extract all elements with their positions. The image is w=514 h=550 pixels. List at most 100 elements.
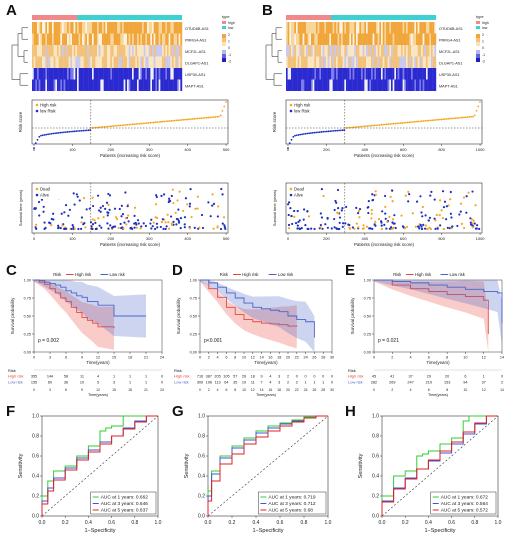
heatmap-cell [155, 45, 158, 57]
risk-xtick-label: 500 [223, 147, 230, 152]
risk-point [357, 125, 360, 128]
heatmap-cell [332, 45, 335, 57]
heatmap-cell [42, 79, 44, 91]
heatmap-cell [118, 45, 121, 57]
risk-point [424, 119, 427, 122]
heatmap-cell [112, 68, 114, 80]
heatmap-cell [43, 79, 46, 91]
heatmap-cell [417, 33, 420, 45]
status-point [470, 218, 473, 221]
risk-point [61, 131, 64, 134]
risk-table-value: 1 [305, 381, 307, 385]
heatmap-cell [316, 33, 318, 45]
heatmap-cell [180, 56, 183, 68]
legend-dot-alive [35, 193, 39, 197]
heatmap-cell [78, 79, 81, 91]
status-point [426, 227, 429, 231]
heatmap-cell [63, 22, 66, 34]
heatmap-cell [432, 68, 435, 80]
heatmap-cell [387, 56, 390, 68]
heatmap-cell [80, 68, 83, 80]
legend-label-low: low [228, 26, 234, 30]
heatmap-cell [334, 68, 337, 80]
heatmap-cell [391, 22, 393, 34]
heatmap-cell [175, 45, 178, 57]
heatmap-cell [314, 56, 317, 68]
km-ytick-label: 1.00 [190, 279, 197, 283]
risk-point [172, 119, 175, 122]
heatmap-cell [327, 33, 330, 45]
heatmap-cell [163, 45, 166, 57]
heatmap-cell [374, 22, 377, 34]
heatmap-cell [110, 45, 113, 57]
roc-curve [207, 415, 328, 516]
type-annotation-low [77, 15, 182, 20]
km-ytick-label: 0.00 [190, 351, 197, 355]
status-point [460, 222, 464, 225]
roc-ytick-label: 0.0 [372, 514, 379, 520]
heatmap-cell [311, 22, 313, 34]
status-point [165, 225, 168, 228]
heatmap-cell [58, 79, 61, 91]
risk-table-value: 3 [278, 381, 280, 385]
heatmap-cell [142, 22, 144, 34]
heatmap-cell [58, 56, 61, 68]
heatmap-cell [401, 56, 403, 68]
heatmap-cell [362, 22, 365, 34]
status-point [177, 219, 180, 223]
status-point [144, 224, 148, 228]
status-point [297, 220, 300, 224]
heatmap-cell [72, 79, 74, 91]
heatmap-cell [170, 79, 173, 91]
status-point [219, 227, 223, 231]
heatmap-cell [302, 22, 305, 34]
risk-xtick-label: 400 [184, 147, 191, 152]
heatmap-cell [33, 56, 36, 68]
heatmap-cell [143, 22, 146, 34]
status-point [306, 227, 309, 230]
risk-point [313, 131, 316, 134]
risk-point [477, 105, 480, 108]
status-xtick-label: 1000 [476, 236, 486, 241]
legend-dot-dead [289, 187, 293, 191]
status-point [475, 227, 478, 230]
status-point [174, 211, 177, 214]
heatmap-cell [82, 45, 84, 57]
heatmap-cell [133, 79, 136, 91]
heatmap-cell [68, 22, 71, 34]
heatmap-cell [386, 45, 388, 57]
heatmap-cell [70, 33, 73, 45]
heatmap-cell [412, 22, 415, 34]
heatmap-cell [402, 79, 405, 91]
heatmap-cell [75, 68, 78, 80]
heatmap-cell [135, 45, 138, 57]
risk-point [456, 117, 459, 119]
heatmap-cell [128, 68, 131, 80]
heatmap-cell [33, 79, 36, 91]
legend-label-high: high [482, 21, 489, 25]
heatmap-cell [374, 56, 377, 68]
risk-point [186, 118, 189, 121]
heatmap-cell [326, 45, 328, 57]
risk-table-value: 1 [313, 381, 315, 385]
status-point [300, 227, 303, 230]
heatmap-cell [100, 68, 103, 80]
heatmap-cell [48, 45, 51, 57]
heatmap-cell [346, 33, 348, 45]
status-point [97, 217, 100, 220]
heatmap-cell [392, 22, 395, 34]
heatmap-cell [103, 33, 106, 45]
heatmap-cell [351, 22, 353, 34]
heatmap-cell [110, 33, 113, 45]
heatmap-cell [125, 45, 128, 57]
risk-table-xtick: 9 [81, 388, 83, 392]
heatmap-cell [67, 56, 69, 68]
heatmap-cell [417, 79, 420, 91]
status-point [42, 205, 45, 208]
heatmap-cell [432, 45, 435, 57]
heatmap-cell [157, 56, 159, 68]
heatmap-cell [291, 56, 293, 68]
km-pvalue: p = 0.002 [38, 338, 59, 344]
status-point [326, 216, 329, 220]
risk-table-value: 4 [97, 375, 99, 379]
